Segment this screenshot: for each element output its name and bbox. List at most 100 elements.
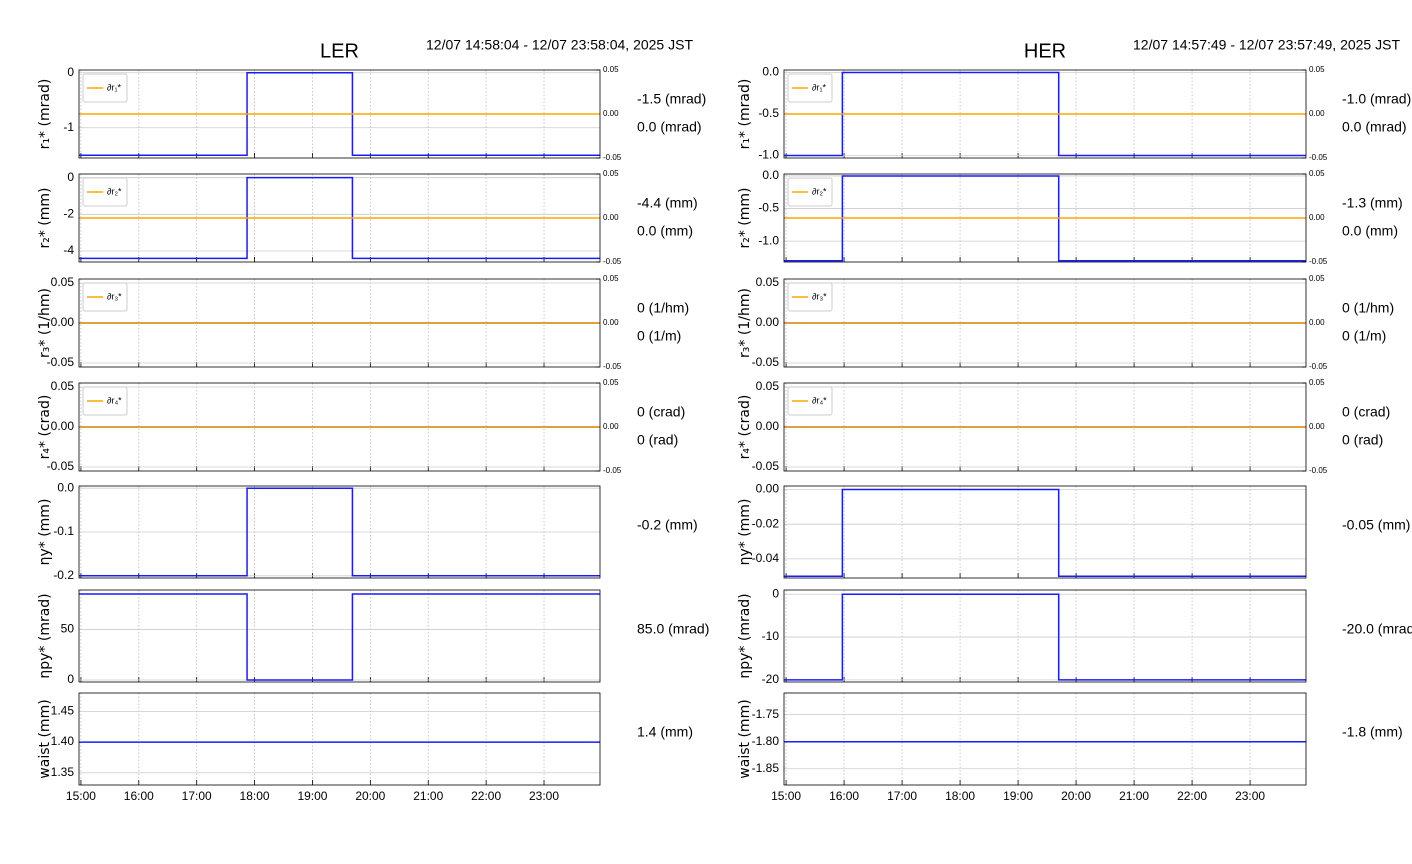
readout: 0 (rad) (637, 432, 678, 448)
series-line (79, 176, 600, 260)
y2-tick-label: 0.05 (1309, 65, 1325, 74)
chart-subtitle: 12/07 14:57:49 - 12/07 23:57:49, 2025 JS… (1133, 37, 1400, 53)
readout: 0 (crad) (1342, 404, 1390, 420)
readout: -1.8 (mm) (1342, 724, 1403, 740)
panel-frame (78, 382, 601, 472)
readout: 0 (1/hm) (637, 300, 689, 316)
y2-tick-label: 0.05 (603, 65, 619, 74)
x-tick-label: 20:00 (355, 789, 385, 803)
y-tick-label: 0.00 (756, 419, 780, 433)
y-tick-label: -20 (762, 672, 780, 686)
chart-title: HER (1024, 40, 1066, 62)
y2-tick-label: -0.05 (603, 153, 622, 162)
y-tick-label: 0.0 (762, 65, 779, 79)
y-tick-label: 0.0 (57, 480, 74, 494)
legend-label: ∂r₄* (107, 395, 122, 405)
legend-box (82, 73, 128, 103)
legend-label: ∂r₃* (107, 291, 122, 301)
readout: -1.0 (mrad) (1342, 91, 1411, 107)
y-tick-label: -0.1 (53, 524, 74, 538)
y2-tick-label: -0.05 (1309, 362, 1328, 371)
legend-box (787, 386, 833, 416)
series-line (79, 593, 600, 681)
panel-frame (78, 485, 601, 579)
y-tick-label: -2 (63, 207, 74, 221)
readout: 0 (crad) (637, 404, 685, 420)
readout: -0.2 (mm) (637, 517, 698, 533)
panel-frame (78, 692, 601, 786)
panel: 0.0 -0.5 -1.0 0.05 0.00 -0.05 r₁* (mrad) ∂r₁* -1… (737, 65, 1411, 162)
y2-tick-label: -0.05 (603, 466, 622, 475)
y-axis-label: r₁* (mrad) (37, 79, 53, 150)
panel: 0 -10 -20 ηpy* (mrad) -20.0 (mrad) (737, 586, 1412, 686)
y-tick-label: -0.05 (752, 459, 780, 473)
series-line (784, 593, 1306, 681)
readout: -1.5 (mrad) (637, 91, 706, 107)
y-tick-label: -0.02 (752, 516, 780, 530)
y-axis-label: r₃* (1/hm) (37, 288, 53, 358)
x-tick-label: 23:00 (1235, 789, 1265, 803)
readout: 0 (rad) (1342, 432, 1383, 448)
y-tick-label: 1.35 (51, 765, 75, 779)
y-axis-label: r₃* (1/hm) (737, 288, 753, 358)
y-tick-label: -1.0 (758, 148, 779, 162)
y-axis-label: ηpy* (mrad) (737, 593, 753, 678)
panel-frame (78, 278, 601, 368)
y-tick-label: -0.05 (47, 355, 75, 369)
x-tick-label: 17:00 (887, 789, 917, 803)
readout: -1.3 (mm) (1342, 195, 1403, 211)
y-axis-label: r₂* (mm) (737, 187, 753, 248)
y-tick-label: -1.0 (758, 233, 779, 247)
panel-frame (783, 173, 1307, 263)
y2-tick-label: 0.05 (1309, 378, 1325, 387)
y2-tick-label: 0.05 (603, 169, 619, 178)
y-tick-label: 0.00 (756, 315, 780, 329)
y-tick-label: -1.75 (752, 707, 780, 721)
panel-frame (783, 278, 1307, 368)
x-tick-label: 18:00 (945, 789, 975, 803)
y-tick-label: -1.85 (752, 761, 780, 775)
readout: 0.0 (mm) (637, 223, 693, 239)
y-axis-label: r₄* (crad) (37, 395, 53, 460)
readout: 1.4 (mm) (637, 724, 693, 740)
panel: 0.0 -0.1 -0.2ηy* (mm) -0.2 (mm) (37, 480, 698, 582)
readout: 0 (1/m) (637, 328, 681, 344)
series-line (784, 488, 1306, 578)
y-tick-label: 0.05 (51, 379, 75, 393)
panel: 0.0 -0.5 -1.0 0.05 0.00 -0.05 r₂* (mm) ∂r₂* -1.3… (737, 168, 1403, 266)
y-axis-label: waist (mm) (737, 699, 753, 778)
y2-tick-label: 0.05 (1309, 274, 1325, 283)
y-tick-label: 0.00 (51, 315, 75, 329)
x-tick-label: 19:00 (1003, 789, 1033, 803)
y-tick-label: 1.40 (51, 734, 75, 748)
y2-tick-label: 0.05 (1309, 169, 1325, 178)
x-tick-label: 15:00 (66, 789, 96, 803)
panel: 0 -2 -4 0.05 0.00 -0.05 r₂* (mm) ∂r₂* -4.4 (mm) 0… (37, 169, 698, 266)
y-axis-label: ηy* (mm) (737, 499, 753, 566)
readout: 0.0 (mrad) (1342, 119, 1407, 135)
y-axis-label: ηy* (mm) (37, 499, 53, 566)
series-line (784, 175, 1306, 262)
legend-box (82, 386, 128, 416)
y2-tick-label: 0.05 (603, 378, 619, 387)
y2-tick-label: 0.05 (603, 274, 619, 283)
x-tick-label: 18:00 (240, 789, 270, 803)
legend-label: ∂r₂* (812, 186, 827, 196)
y-tick-label: -1 (63, 120, 74, 134)
y-tick-label: -0.04 (752, 551, 780, 565)
y-axis-label: r₂* (mm) (37, 187, 53, 248)
x-tick-label: 17:00 (182, 789, 212, 803)
y2-tick-label: -0.05 (1309, 153, 1328, 162)
y-tick-label: 0.05 (756, 275, 780, 289)
x-tick-label: 16:00 (829, 789, 859, 803)
y-tick-label: -0.05 (752, 355, 780, 369)
x-tick-label: 20:00 (1061, 789, 1091, 803)
chart-subtitle: 12/07 14:58:04 - 12/07 23:58:04, 2025 JS… (426, 37, 693, 53)
panel-frame (783, 692, 1307, 786)
y-tick-label: 0 (67, 672, 74, 686)
